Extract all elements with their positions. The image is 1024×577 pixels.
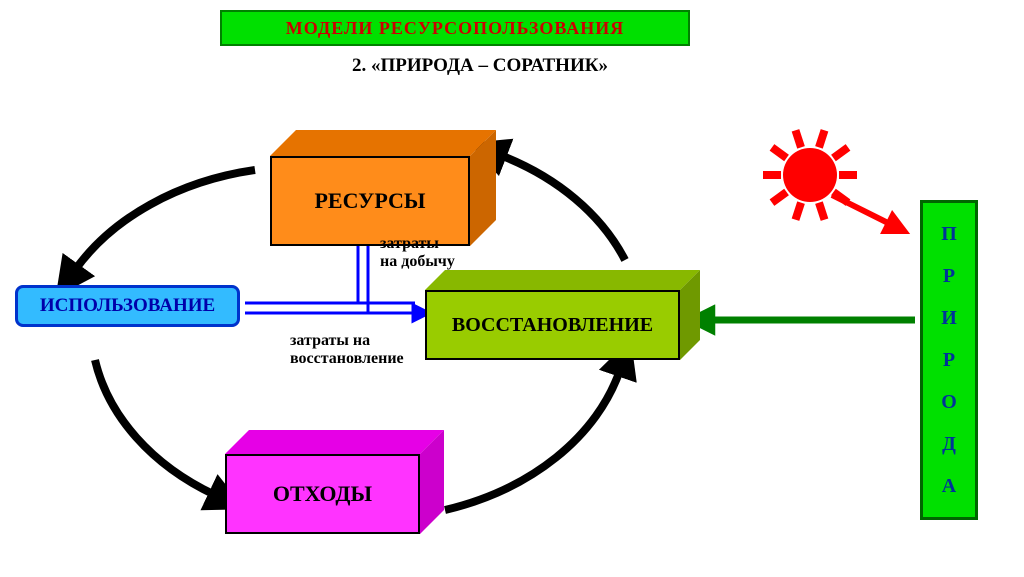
nature-letter: И: [941, 307, 957, 330]
nature-letter: А: [942, 475, 956, 498]
arc-usage-to-waste: [95, 360, 215, 495]
nature-letter: Д: [942, 433, 956, 456]
arc-restoration-to-resources: [500, 155, 625, 260]
node-resources-label: РЕСУРСЫ: [270, 156, 470, 246]
node-restoration: ВОССТАНОВЛЕНИЕ: [425, 270, 700, 360]
nature-letter: П: [941, 223, 957, 246]
node-nature: ПРИРОДА: [920, 200, 978, 520]
edge-label-restoration-cost: затраты навосстановление: [290, 332, 404, 367]
sun-icon: [763, 130, 890, 224]
subtitle: 2. «ПРИРОДА – СОРАТНИК»: [300, 55, 660, 79]
node-waste: ОТХОДЫ: [225, 430, 444, 534]
nature-letter: Р: [943, 265, 955, 288]
arc-resources-to-usage: [75, 170, 255, 270]
nature-letter: О: [941, 391, 957, 414]
nature-letter: Р: [943, 349, 955, 372]
node-restoration-label: ВОССТАНОВЛЕНИЕ: [425, 290, 680, 360]
title-banner: МОДЕЛИ РЕСУРСОПОЛЬЗОВАНИЯ: [220, 10, 690, 46]
node-resources: РЕСУРСЫ: [270, 130, 496, 246]
edge-label-extraction: затратына добычу: [380, 235, 455, 270]
node-usage: ИСПОЛЬЗОВАНИЕ: [15, 285, 240, 327]
node-waste-label: ОТХОДЫ: [225, 454, 420, 534]
arc-waste-to-restoration: [445, 370, 620, 510]
